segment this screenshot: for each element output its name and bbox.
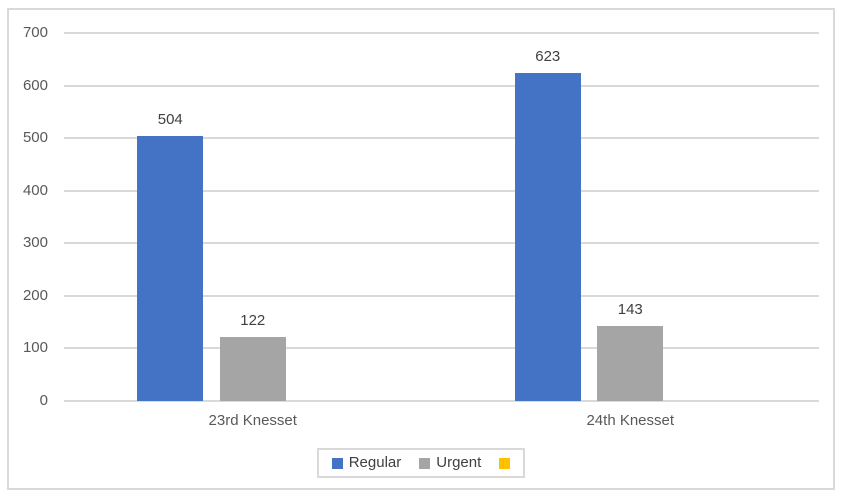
category-label: 23rd Knesset [208,412,297,429]
data-label: 122 [240,311,266,329]
y-tick-label: 300 [22,234,48,252]
gridline-600 [64,84,819,87]
legend-row: Regular Urgent [9,448,833,478]
legend-item-Urgent: Urgent [419,455,481,471]
chart-frame: 0 100 200 300 400 500 600 700 504 122 623 143 23rd… [7,8,835,490]
legend-item-Regular: Regular [331,454,402,471]
plot-area: 504 122 623 143 [64,32,819,402]
gridline-300 [64,242,819,245]
gridline-0 [64,400,819,402]
gridline-200 [64,294,819,297]
gridline-400 [64,189,819,192]
legend-item-label: Regular [348,454,402,471]
y-tick-label: 700 [22,24,48,41]
legend: Regular Urgent [316,448,526,478]
gridline-700 [64,32,819,34]
legend-swatch-icon [499,457,511,469]
category-label: 24th Knesset [586,412,675,429]
y-tick-label: 0 [39,392,48,409]
y-tick-label: 200 [22,286,48,304]
legend-swatch-icon [419,457,431,469]
bar-Urgent-1 [219,336,286,401]
bar-Regular-1 [137,136,204,401]
legend-swatch-icon [331,457,343,469]
y-tick-label: 500 [22,129,48,147]
gridline-500 [64,137,819,140]
y-tick-label: 600 [22,76,48,94]
y-tick-label: 400 [22,181,48,199]
legend-item-unnamed [499,457,511,469]
data-label: 504 [157,111,183,129]
data-label: 623 [535,48,561,66]
data-label: 143 [617,300,643,318]
legend-item-label: Urgent [436,454,482,471]
y-tick-label: 100 [22,339,48,357]
gridline-100 [64,347,819,350]
x-axis-labels: 23rd Knesset 24th Knesset [64,403,819,437]
bar-Regular-2 [514,73,581,401]
y-axis-labels: 0 100 200 300 400 500 600 700 [9,24,48,409]
bar-Urgent-2 [597,325,664,401]
